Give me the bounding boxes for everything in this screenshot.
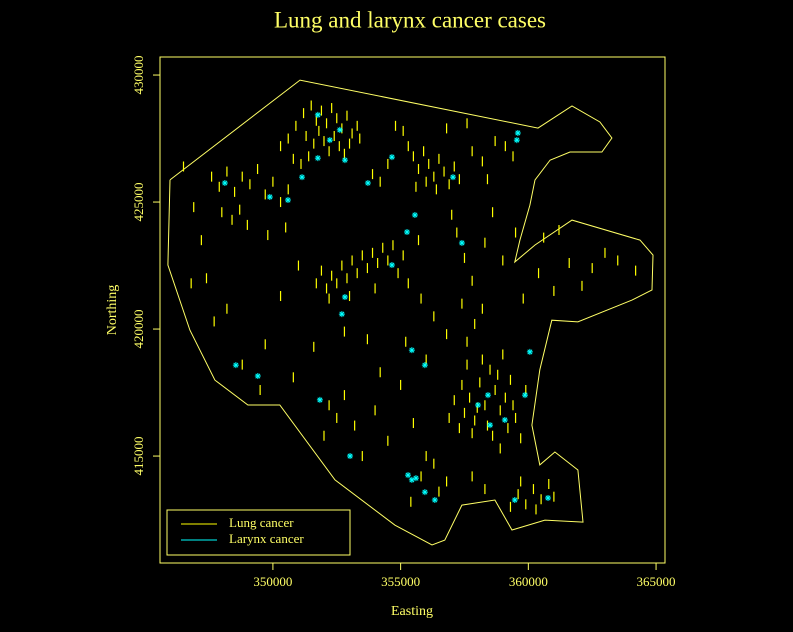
larynx-case: [408, 347, 415, 354]
larynx-case: [326, 137, 333, 144]
larynx-case: [314, 155, 321, 162]
larynx-case: [336, 126, 343, 133]
larynx-case: [421, 489, 428, 496]
larynx-case: [431, 497, 438, 504]
larynx-case: [404, 229, 411, 236]
larynx-case: [526, 348, 533, 355]
y-tick-label: 425000: [131, 183, 146, 222]
x-axis-label: Easting: [391, 604, 433, 619]
larynx-case: [514, 129, 521, 136]
larynx-case: [411, 211, 418, 218]
larynx-case: [347, 453, 354, 460]
larynx-case: [284, 197, 291, 204]
larynx-case: [266, 193, 273, 200]
larynx-case: [501, 416, 508, 423]
larynx-case: [364, 179, 371, 186]
larynx-case: [316, 396, 323, 403]
larynx-case: [421, 362, 428, 369]
larynx-case: [299, 174, 306, 181]
y-tick-label: 430000: [131, 56, 146, 95]
larynx-case: [232, 362, 239, 369]
y-axis-label: Northing: [105, 285, 120, 336]
x-tick-label: 360000: [509, 574, 548, 589]
larynx-case: [412, 475, 419, 482]
larynx-case: [475, 402, 482, 409]
larynx-case: [388, 154, 395, 161]
larynx-case: [341, 157, 348, 164]
larynx-case: [487, 422, 494, 429]
x-tick-label: 350000: [253, 574, 292, 589]
legend-label: Larynx cancer: [229, 531, 304, 546]
larynx-case: [338, 311, 345, 318]
larynx-case: [341, 294, 348, 301]
larynx-case: [405, 472, 412, 479]
x-tick-label: 355000: [381, 574, 420, 589]
larynx-case: [513, 137, 520, 144]
larynx-case: [449, 174, 456, 181]
larynx-case: [254, 373, 261, 380]
larynx-case: [221, 179, 228, 186]
x-tick-label: 365000: [637, 574, 676, 589]
legend-box: [166, 509, 351, 556]
study-boundary: [167, 79, 654, 546]
larynx-case: [511, 497, 518, 504]
larynx-case: [314, 111, 321, 118]
legend-label: Lung cancer: [229, 515, 294, 530]
chart-title: Lung and larynx cancer cases: [274, 7, 546, 32]
y-tick-label: 420000: [131, 310, 146, 349]
larynx-case: [545, 494, 552, 501]
larynx-case: [458, 239, 465, 246]
larynx-case: [522, 392, 529, 399]
larynx-case: [388, 262, 395, 269]
larynx-case: [408, 476, 415, 483]
larynx-case: [484, 392, 491, 399]
plot-frame: [159, 56, 666, 564]
y-tick-label: 415000: [131, 437, 146, 476]
